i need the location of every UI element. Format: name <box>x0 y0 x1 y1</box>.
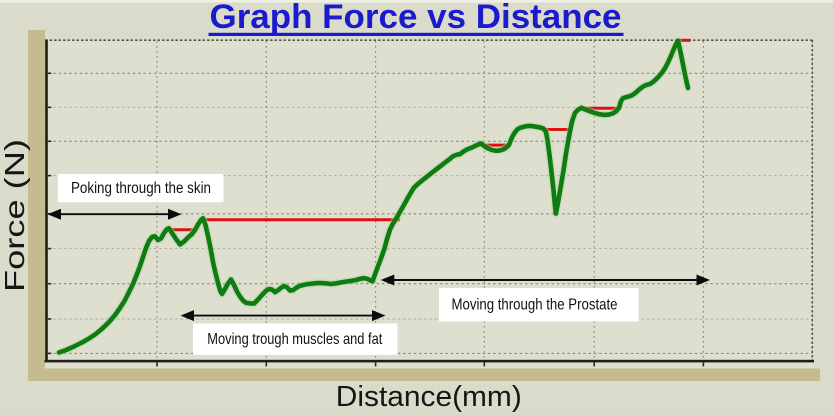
svg-text:Poking through the skin: Poking through the skin <box>71 180 211 197</box>
svg-text:Moving trough muscles and fat: Moving trough muscles and fat <box>207 331 382 348</box>
svg-text:Graph Force vs Distance: Graph Force vs Distance <box>210 0 622 36</box>
svg-text:Force (N): Force (N) <box>0 139 30 292</box>
svg-text:Moving through the Prostate: Moving through the Prostate <box>452 297 618 314</box>
svg-text:Distance(mm): Distance(mm) <box>336 381 522 413</box>
